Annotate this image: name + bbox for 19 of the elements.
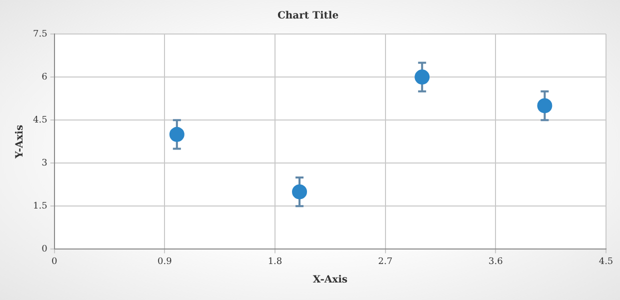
y-axis-title: Y-Axis xyxy=(14,124,26,160)
y-tick-label: 6 xyxy=(42,72,48,82)
y-tick-label: 4.5 xyxy=(32,115,48,126)
point xyxy=(414,70,430,85)
x-tick-label: 1.8 xyxy=(268,256,282,267)
x-tick-label: 3.6 xyxy=(488,256,504,267)
y-tick-label: 0 xyxy=(42,244,48,255)
y-tick-label: 1.5 xyxy=(32,202,48,212)
x-tick-label: 2.7 xyxy=(378,256,393,267)
chart-title: Chart Title xyxy=(277,10,339,22)
point xyxy=(169,126,184,142)
point xyxy=(292,184,308,200)
x-tick-label: 4.5 xyxy=(598,256,614,267)
y-tick-label: 3 xyxy=(42,158,48,168)
x-tick-label: 0.9 xyxy=(157,256,172,267)
point xyxy=(537,98,552,114)
x-tick-label: 0 xyxy=(51,256,58,267)
x-axis-title: X-Axis xyxy=(312,274,348,286)
y-tick-label: 7.5 xyxy=(32,29,48,40)
